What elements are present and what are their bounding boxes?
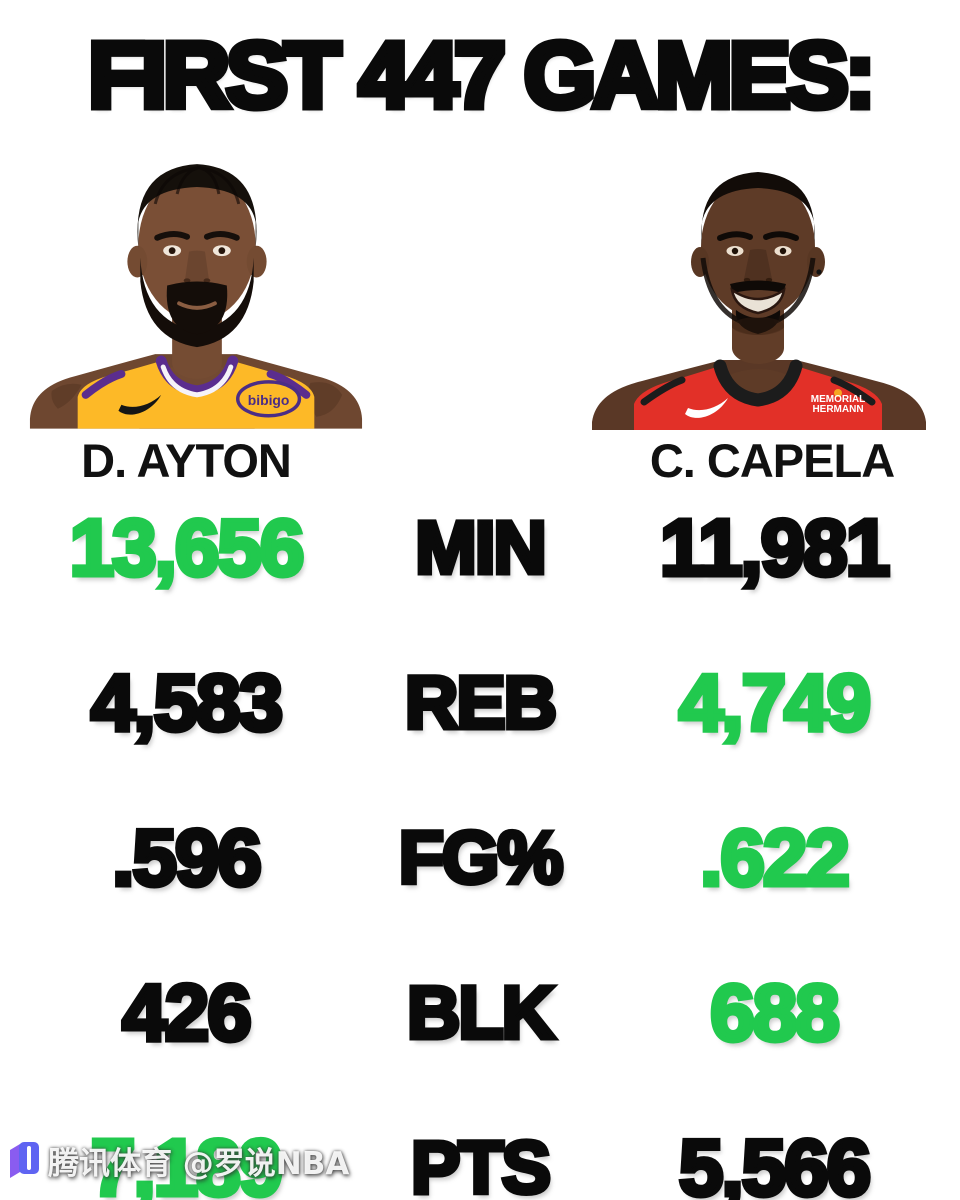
capela-min-value: 11,981 (657, 500, 892, 594)
capela-fg-value: .622 (698, 810, 853, 904)
ayton-reb-value: 4,583 (88, 655, 285, 749)
stat-row-blk: 426 BLK 688 (0, 935, 960, 1090)
ayton-portrait-illustration: bibigo (29, 164, 363, 429)
watermark-text: 腾讯体育 @罗说NBA (48, 1145, 350, 1182)
hair (137, 164, 257, 248)
nike-swoosh-icon (685, 398, 728, 418)
ayton-blk-value: 426 (120, 965, 254, 1059)
watermark: 腾讯体育 @罗说NBA (6, 1136, 349, 1184)
page-title: FIRST 447 GAMES: (85, 20, 880, 131)
stat-label-reb: REB (402, 659, 559, 747)
capela-portrait-illustration: MEMORIAL HERMANN (592, 172, 926, 430)
ayton-min-value: 13,656 (67, 500, 307, 594)
bibigo-patch: bibigo (236, 380, 302, 418)
stat-label-pts: PTS (409, 1124, 554, 1200)
stat-row-fg: .596 FG% .622 (0, 780, 960, 935)
player-photo-capela: MEMORIAL HERMANN (586, 150, 936, 430)
player-photo-ayton: bibigo (22, 133, 370, 430)
stat-label-fg: FG% (396, 814, 566, 902)
player-name-capela: C. CAPELA (649, 434, 895, 487)
earring (816, 269, 822, 275)
stat-row-min: 13,656 MIN 11,981 (0, 470, 960, 625)
ayton-fg-value: .596 (110, 810, 265, 904)
capela-blk-value: 688 (708, 965, 842, 1059)
memorial-hermann-patch: MEMORIAL HERMANN (811, 389, 865, 415)
player-name-ayton: D. AYTON (81, 434, 292, 487)
stats-table: 13,656 MIN 11,981 4,583 REB 4,749 .596 F… (0, 470, 960, 1200)
capela-pts-value: 5,566 (676, 1120, 873, 1200)
capela-reb-value: 4,749 (676, 655, 873, 749)
ayton-pts-value: 7,189 (88, 1120, 285, 1200)
stat-label-min: MIN (413, 504, 550, 592)
hair (701, 172, 815, 245)
tattoo-left-arm (51, 383, 82, 409)
stat-label-blk: BLK (404, 969, 557, 1057)
nike-swoosh-icon (118, 394, 162, 415)
tencent-sports-logo-icon (10, 1142, 39, 1178)
stat-row-pts: 7,189 PTS 5,566 (0, 1090, 960, 1200)
tattoo-right-arm (308, 382, 343, 417)
stat-row-reb: 4,583 REB 4,749 (0, 625, 960, 780)
svg-text:HERMANN: HERMANN (812, 404, 863, 415)
svg-text:MEMORIAL: MEMORIAL (811, 394, 865, 405)
svg-text:bibigo: bibigo (248, 392, 290, 408)
